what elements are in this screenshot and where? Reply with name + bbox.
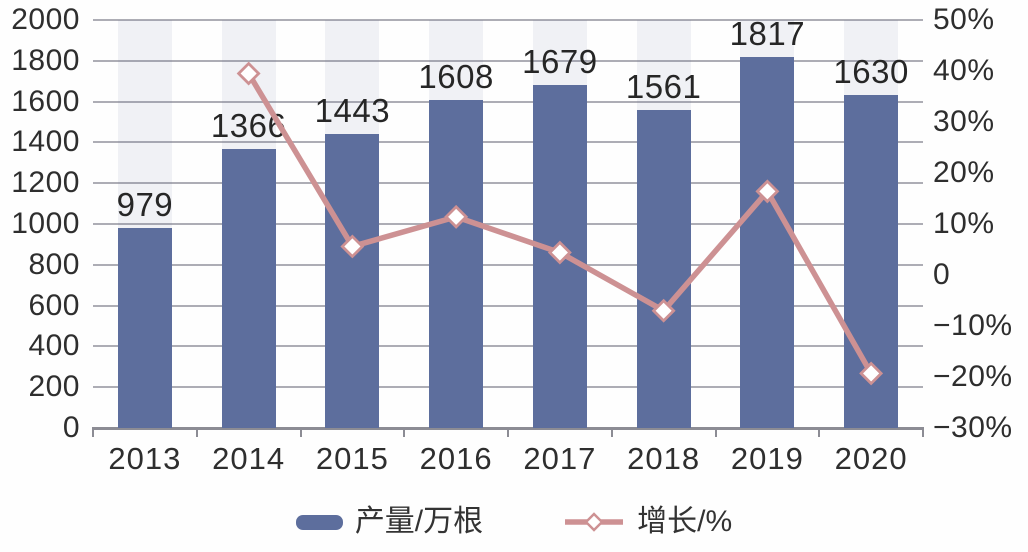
bar-value-label: 1817 (729, 15, 806, 53)
left-axis-tick-label: 1600 (11, 84, 80, 118)
bar (844, 95, 899, 428)
x-axis-tick (610, 428, 613, 437)
x-axis-tick (818, 428, 821, 437)
x-axis-category-label: 2019 (730, 441, 804, 476)
x-axis-tick (92, 428, 94, 437)
right-axis-tick-label: 50% (933, 3, 995, 36)
left-axis-tick-label: 2000 (11, 3, 80, 36)
right-axis-tick-label: 40% (933, 54, 995, 87)
x-axis-category-label: 2014 (212, 441, 286, 476)
gridline (93, 223, 923, 225)
legend: 产量/万根 增长/% (0, 504, 1028, 540)
bar-value-label: 1561 (625, 67, 702, 105)
bar (325, 133, 380, 428)
x-axis-tick (922, 428, 924, 437)
left-axis-tick-label: 1000 (11, 207, 80, 240)
gridline (93, 263, 923, 266)
bar (429, 99, 484, 428)
legend-item-growth: 增长/% (563, 504, 732, 540)
x-axis-category-label: 2016 (419, 441, 493, 476)
x-axis-tick (403, 428, 406, 437)
left-axis-tick-label: 400 (28, 329, 80, 363)
bar (221, 149, 276, 428)
left-axis-tick-label: 1400 (11, 125, 80, 159)
x-axis-tick (299, 428, 302, 437)
x-axis-category-label: 2015 (315, 441, 389, 476)
gridline (93, 386, 923, 389)
right-axis-tick-label: −10% (933, 309, 1013, 342)
right-axis-tick-label: 10% (933, 207, 995, 240)
bar-value-label: 979 (116, 186, 174, 224)
gridline (93, 59, 923, 62)
line-series-swatch (565, 512, 624, 532)
x-axis-tick (507, 428, 509, 437)
left-axis-tick-label: 600 (28, 288, 80, 322)
left-axis-tick-label: 1800 (11, 43, 80, 77)
legend-label-production: 产量/万根 (354, 505, 484, 538)
bar-value-label: 1443 (314, 91, 391, 129)
bar (117, 228, 172, 428)
gridline (93, 182, 923, 185)
x-axis-category-label: 2017 (523, 441, 597, 476)
bar-ghost-band (117, 20, 172, 229)
left-axis-tick-label: 1200 (11, 166, 80, 200)
bar (636, 109, 691, 428)
left-axis-tick-label: 200 (28, 370, 80, 404)
bar (740, 57, 795, 428)
bar-ghost-band (740, 20, 795, 58)
legend-item-production: 产量/万根 (295, 504, 484, 540)
gridline (93, 100, 923, 103)
x-axis-tick (714, 428, 717, 437)
right-axis-tick-label: −20% (933, 360, 1013, 393)
bar (532, 85, 587, 428)
x-axis-category-label: 2013 (108, 441, 182, 476)
gridline (93, 304, 923, 307)
right-axis-tick-label: 0 (933, 258, 951, 291)
x-axis-category-label: 2020 (834, 441, 908, 476)
left-axis-tick-label: 0 (62, 411, 80, 444)
x-axis-tick (195, 428, 198, 437)
left-axis-tick-label: 800 (28, 247, 80, 281)
x-axis-category-label: 2018 (627, 441, 701, 476)
legend-label-growth: 增长/% (637, 505, 733, 538)
gridline (93, 19, 923, 21)
right-axis-tick-label: 20% (933, 156, 995, 189)
gridline (93, 345, 923, 348)
bar-series-swatch (295, 514, 343, 530)
right-axis-tick-label: 30% (933, 105, 995, 138)
bar-value-label: 1630 (833, 53, 909, 91)
right-axis-tick-label: −30% (933, 411, 1013, 444)
